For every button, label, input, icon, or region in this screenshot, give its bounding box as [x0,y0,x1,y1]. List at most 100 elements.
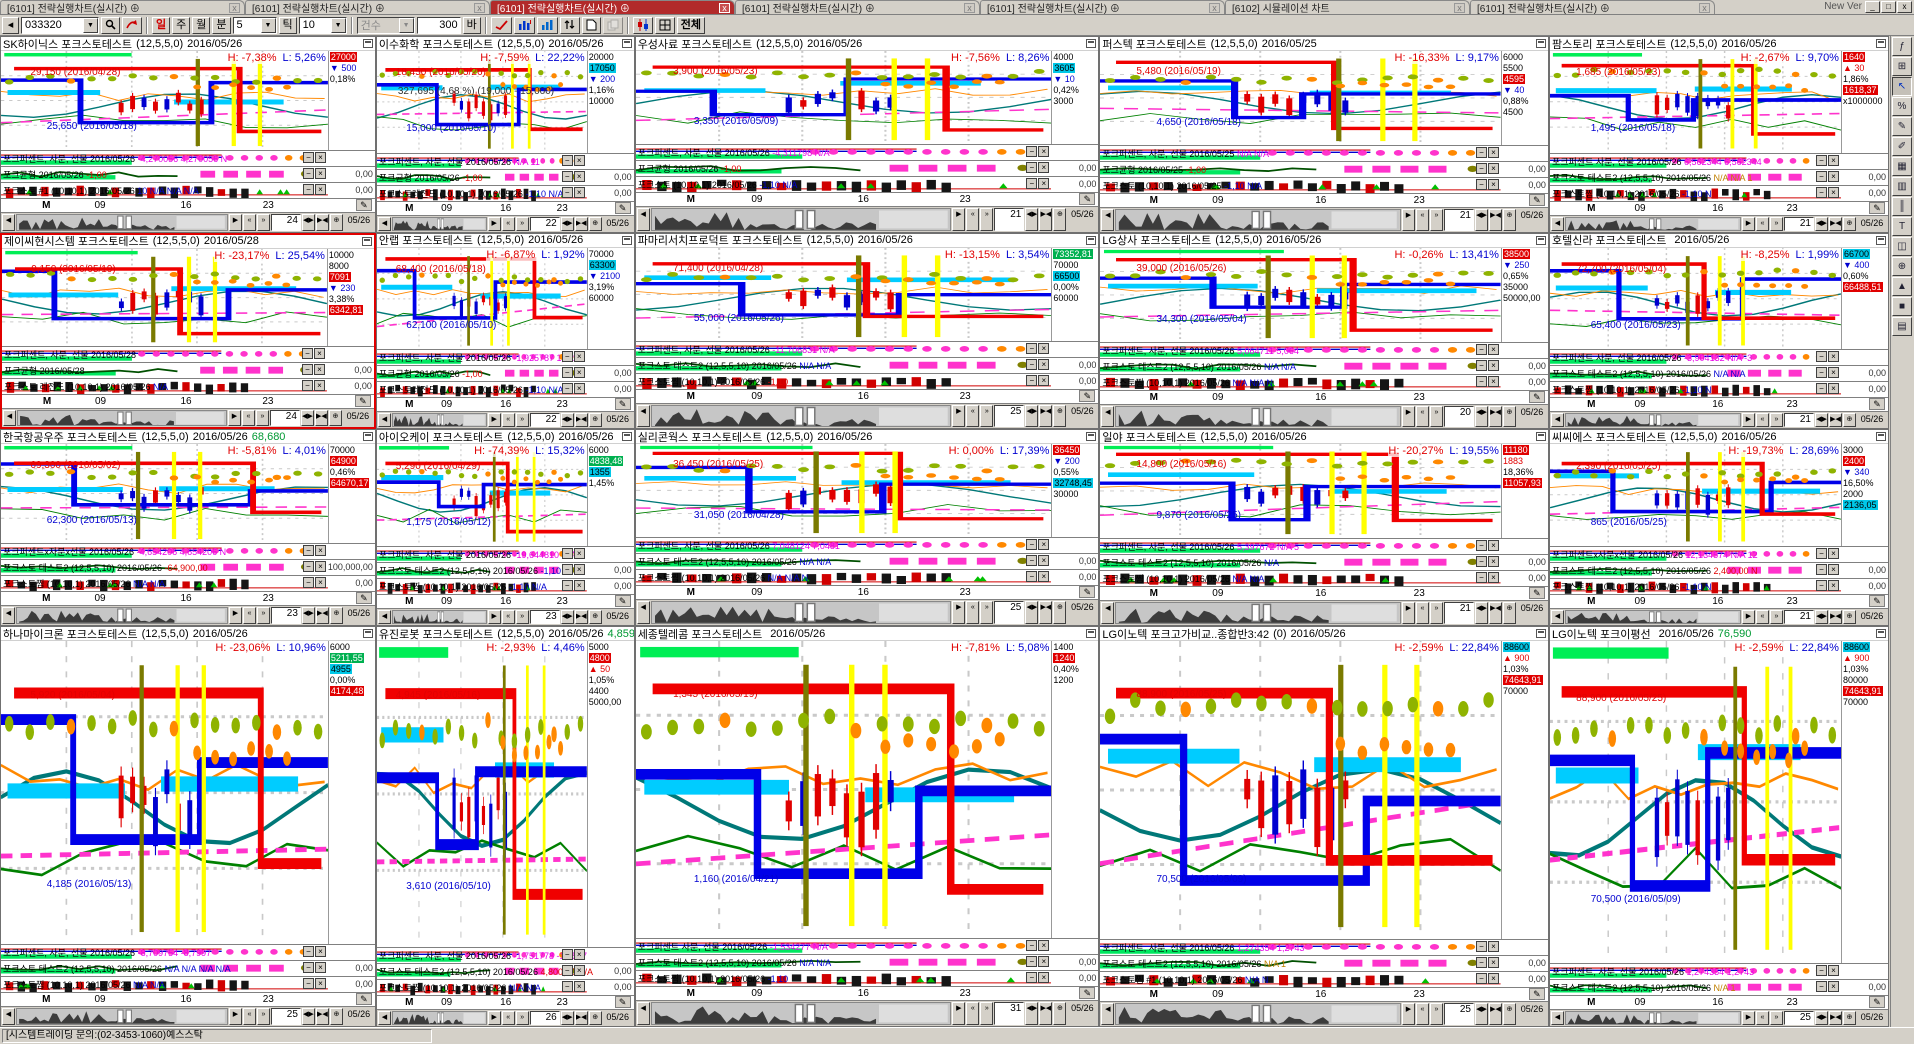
panel-header[interactable]: SK하이닉스 포크스토테스트 (12,5,5,0) 2016/05/26 [1,37,375,51]
strip-minimize-icon[interactable]: − [1815,579,1827,591]
bar-count-field[interactable]: 21 [994,207,1025,231]
indicator-strip[interactable]: 포크스토찜 (10,10,1) 2016/05/26 N/A N/A − × 0,… [1,976,375,993]
bar-chart-button[interactable] [536,16,558,34]
jump-start-icon[interactable]: « [966,404,980,428]
scroll-right-icon[interactable]: ▶ [487,216,501,231]
stock-jump-button[interactable] [122,16,142,34]
indicator-strip[interactable]: 포크퍼센트 사분, 선물 2016/05/26 6,562344 6,56234… [1549,152,1888,169]
strip-minimize-icon[interactable]: − [1815,351,1827,363]
scroll-left-icon[interactable]: ◀ [377,413,391,428]
scroll-right-icon[interactable]: ▶ [1741,609,1755,625]
indicator-strip[interactable]: 포크스토 #1 (10,10,1) 2016/05/26 10 N/A N/A … [1,182,375,199]
jump-start-icon[interactable]: « [242,607,256,625]
strip-close-icon[interactable]: × [1038,145,1050,157]
strip-close-icon[interactable]: × [1038,177,1050,189]
panel-header[interactable]: 퍼스텍 포크스토테스트 (12,5,5,0) 2016/05/25 [1100,37,1548,51]
strip-minimize-icon[interactable]: − [302,561,314,573]
maximize-icon[interactable] [1086,235,1097,245]
window-tab[interactable]: [6101] 전략실행차트(실시간) ⊕ x [0,0,245,14]
strip-close-icon[interactable]: × [1827,170,1839,182]
volume-navigator[interactable] [650,207,952,231]
strip-close-icon[interactable]: × [573,564,585,576]
edit-icon[interactable]: ✎ [1528,587,1545,600]
indicator-strip[interactable]: 포크퍼센트, 사분, 선물 2016/05/26 -11,706831 N/A … [635,340,1099,357]
zoom-icon[interactable]: ⊕ [1053,207,1067,231]
edit-icon[interactable]: ✎ [1868,201,1885,214]
panel-header[interactable]: 팜스토리 포크스토테스트 (12,5,5,0) 2016/05/26 [1549,37,1888,51]
strip-minimize-icon[interactable]: − [1026,358,1038,370]
maximize-icon[interactable] [1535,39,1546,48]
strip-close-icon[interactable]: × [573,980,585,992]
scroll-left-icon[interactable]: ◀ [1101,602,1115,625]
tab-close-icon[interactable]: x [1209,2,1220,13]
main-chart[interactable] [376,444,587,547]
scroll-left-icon[interactable]: ◀ [636,601,650,625]
scroll-left-icon[interactable]: ◀ [1101,405,1115,428]
expand-icon[interactable]: ◀▶ [560,610,574,625]
window-tab[interactable]: [6102] 시뮬레이션 차트 x [1225,0,1470,14]
strip-minimize-icon[interactable]: − [1026,956,1038,968]
volume-navigator[interactable] [391,216,487,231]
panel-header[interactable]: LG상사 포크스토테스트 (12,5,5,0) 2016/05/26 [1100,233,1548,248]
collapse-icon[interactable]: ▶◀ [1488,208,1502,231]
strip-minimize-icon[interactable]: − [1475,572,1487,584]
scroll-left-icon[interactable]: ◀ [636,1002,650,1025]
all-button[interactable]: 전체 [676,16,705,34]
strip-minimize-icon[interactable]: − [561,548,573,560]
panel-header[interactable]: 유진로봇 포크스토테스트 (12,5,5,0) 2016/05/26 4,859 [376,627,634,642]
indicator-strip[interactable]: 포크균형 2016/05/26 -1,00 − × 0,00 [376,365,634,382]
expand-icon[interactable]: ◀▶ [560,1010,574,1025]
bar-count-field[interactable]: 31 [994,1002,1025,1025]
zoom-icon[interactable]: ⊕ [1842,1010,1856,1025]
scroll-right-icon[interactable]: ▶ [1741,413,1755,428]
indicator-strip[interactable]: 포크퍼센트x자분x선물 2016/05/26 -4,654206 4,65420… [1,543,375,560]
volume-navigator[interactable] [1564,1010,1741,1025]
bar-count-field[interactable]: 21 [1783,413,1814,428]
jump-start-icon[interactable]: « [966,207,980,231]
maximize-icon[interactable] [621,432,632,442]
strip-minimize-icon[interactable]: − [1026,145,1038,157]
main-chart[interactable] [1549,247,1841,350]
strip-minimize-icon[interactable]: − [1475,957,1487,969]
main-chart[interactable] [1,51,328,151]
collapse-icon[interactable]: ▶◀ [315,607,329,625]
strip-minimize-icon[interactable]: − [302,152,314,164]
strip-minimize-icon[interactable]: − [1475,162,1487,174]
bar-count-field[interactable]: 24 [269,409,300,427]
jump-end-icon[interactable]: » [515,216,529,231]
strip-close-icon[interactable]: × [314,577,326,589]
strip-close-icon[interactable]: × [1487,162,1499,174]
strip-minimize-icon[interactable]: − [1815,170,1827,182]
strip-close-icon[interactable]: × [573,154,585,166]
minute-button[interactable]: 분 [212,16,231,34]
volume-navigator[interactable] [391,1010,487,1025]
expand-icon[interactable]: ◀▶ [301,214,315,231]
chart-grid-icon[interactable]: ▦ [1892,157,1912,176]
edit-icon[interactable]: ✎ [1528,988,1545,1001]
bar-button[interactable]: 바 [462,16,481,34]
strip-close-icon[interactable]: × [1487,957,1499,969]
indicator-strip[interactable]: 포크퍼센트 사분, 선물 2016/05/26 -3,904132 N/A -3… [1549,349,1888,366]
expand-icon[interactable]: ◀▶ [1025,601,1039,625]
zoom-icon[interactable]: ⊕ [328,409,342,427]
collapse-icon[interactable]: ▶◀ [315,1008,329,1025]
strip-close-icon[interactable]: × [1487,941,1499,953]
strip-minimize-icon[interactable]: − [1026,940,1038,952]
tab-close-icon[interactable]: x [474,2,485,13]
jump-end-icon[interactable]: » [256,607,270,625]
maximize-icon[interactable] [1535,235,1546,245]
strip-minimize-icon[interactable]: − [1475,941,1487,953]
zoom-icon[interactable]: ⊕ [1502,405,1516,428]
collapse-icon[interactable]: ▶◀ [1039,601,1053,625]
strip-close-icon[interactable]: × [1487,556,1499,568]
strip-minimize-icon[interactable]: − [1026,555,1038,567]
maximize-icon[interactable] [1086,432,1097,442]
jump-start-icon[interactable]: « [242,1008,256,1025]
strip-close-icon[interactable]: × [1487,540,1499,552]
edit-icon[interactable]: ✎ [1868,398,1885,411]
scroll-left-icon[interactable]: ◀ [1550,216,1564,231]
strip-close-icon[interactable]: × [1827,579,1839,591]
strip-close-icon[interactable]: × [313,379,325,391]
maximize-icon[interactable] [1875,39,1886,48]
expand-icon[interactable]: ◀▶ [301,1008,315,1025]
